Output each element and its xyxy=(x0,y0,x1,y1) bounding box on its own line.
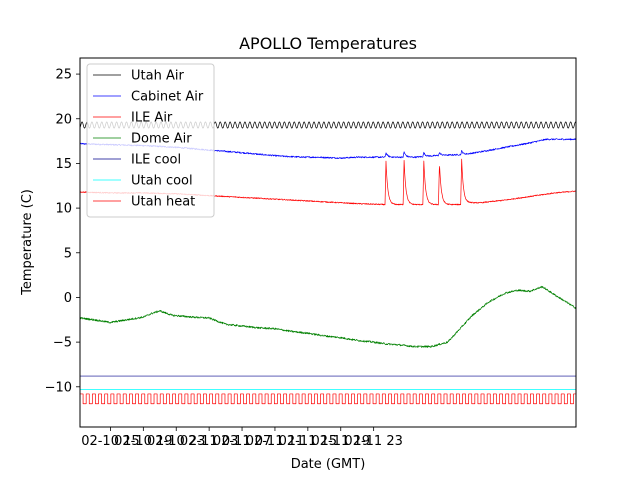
y-axis-label: Temperature (C) xyxy=(20,189,35,296)
y-tick-label: 0 xyxy=(64,291,72,306)
y-tick-label: 10 xyxy=(55,202,72,217)
y-tick-label: −5 xyxy=(53,336,72,351)
x-tick-label: 02-11 15 xyxy=(279,434,337,449)
x-tick-label: 02-11 19 xyxy=(312,434,370,449)
series-line-utah-heat xyxy=(80,393,576,405)
x-tick-label: 02-11 07 xyxy=(213,434,271,449)
legend-label: Utah cool xyxy=(131,174,193,189)
y-tick-label: 20 xyxy=(55,112,72,127)
legend-label: Utah heat xyxy=(131,195,195,210)
y-axis: −10 −5 0 5 10 15 20 25 xyxy=(45,68,80,395)
x-tick-label: 02-11 11 xyxy=(246,434,304,449)
y-tick-label: −10 xyxy=(45,380,72,395)
x-tick-label: 02-10 23 xyxy=(147,434,205,449)
legend-box xyxy=(86,63,215,218)
plot-frame xyxy=(79,57,577,428)
y-tick-label: 25 xyxy=(55,68,72,83)
series-line-dome-air xyxy=(80,285,576,348)
chart-title: APOLLO Temperatures xyxy=(239,34,417,53)
y-tick-label: 15 xyxy=(55,157,72,172)
legend: Utah Air Cabinet Air ILE Air Dome Air ILE co… xyxy=(86,63,215,218)
x-tick-label: 02-10 15 xyxy=(81,434,139,449)
legend-label: Utah Air xyxy=(131,69,184,84)
x-tick-label: 02-10 19 xyxy=(114,434,172,449)
legend-label: Dome Air xyxy=(131,132,192,147)
legend-label: Cabinet Air xyxy=(131,90,204,105)
x-axis-label: Date (GMT) xyxy=(291,457,366,472)
x-tick-label: 02-11 23 xyxy=(344,434,402,449)
legend-label: ILE Air xyxy=(131,111,173,126)
legend-label: ILE cool xyxy=(131,153,181,168)
y-tick-label: 5 xyxy=(64,246,72,261)
x-tick-label: 02-11 03 xyxy=(180,434,238,449)
